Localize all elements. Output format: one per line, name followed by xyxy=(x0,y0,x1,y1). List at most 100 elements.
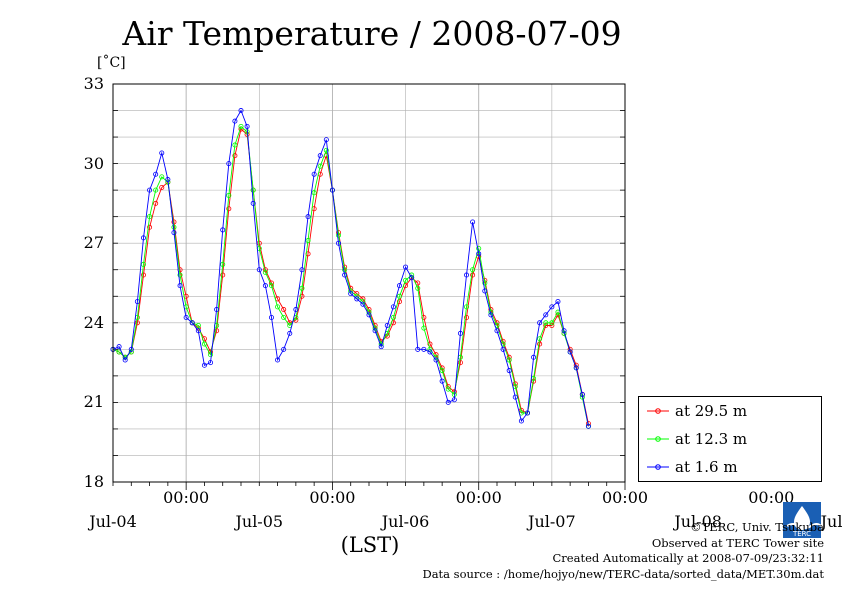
data-point xyxy=(287,330,293,336)
data-point xyxy=(250,200,256,206)
data-point xyxy=(360,301,366,307)
data-point xyxy=(482,288,488,294)
data-point xyxy=(445,386,451,392)
data-point xyxy=(232,153,238,159)
data-point xyxy=(195,322,201,328)
data-point xyxy=(262,283,268,289)
data-point xyxy=(238,123,244,129)
x-date-label: Jul-07 xyxy=(528,512,576,531)
series-line xyxy=(112,128,589,424)
data-point xyxy=(226,161,232,167)
data-point xyxy=(329,187,335,193)
data-point xyxy=(464,272,470,278)
data-point xyxy=(220,227,226,233)
data-point xyxy=(201,362,207,368)
legend-marker-icon xyxy=(647,408,669,414)
data-point xyxy=(147,214,153,220)
data-point xyxy=(372,328,378,334)
data-point xyxy=(543,312,549,318)
y-tick-label: 18 xyxy=(83,472,104,491)
data-point xyxy=(299,267,305,273)
data-point xyxy=(415,285,421,291)
data-point xyxy=(464,304,470,310)
data-point xyxy=(281,307,287,313)
data-point xyxy=(299,285,305,291)
data-point xyxy=(244,123,250,129)
x-date-label: Jul-06 xyxy=(381,512,430,531)
x-time-label: 00:00 xyxy=(163,488,210,507)
data-point xyxy=(140,272,146,278)
data-point xyxy=(232,118,238,124)
data-point xyxy=(549,320,555,326)
data-point xyxy=(201,341,207,347)
data-point xyxy=(482,280,488,286)
data-point xyxy=(366,312,372,318)
created-text: Created Automatically at 2008-07-09/23:3… xyxy=(552,551,825,565)
data-point xyxy=(390,304,396,310)
x-date-label: Jul-09 xyxy=(820,512,842,531)
data-point xyxy=(561,328,567,334)
data-point xyxy=(220,261,226,267)
plot-frame xyxy=(112,83,626,483)
source-text: Data source : /home/hojyo/new/TERC-data/… xyxy=(422,566,824,581)
data-point xyxy=(555,299,561,305)
data-point xyxy=(549,304,555,310)
data-point xyxy=(171,230,177,236)
data-point xyxy=(189,320,195,326)
data-point xyxy=(153,171,159,177)
logo-text: TERC xyxy=(792,530,811,538)
data-point xyxy=(409,275,415,281)
data-point xyxy=(470,267,476,273)
x-date-label: Jul-04 xyxy=(89,512,137,531)
data-point xyxy=(232,142,238,148)
data-point xyxy=(208,360,214,366)
data-point xyxy=(262,269,268,275)
data-point xyxy=(476,246,482,252)
y-tick-label: 30 xyxy=(83,153,104,173)
data-point xyxy=(439,378,445,384)
data-point xyxy=(470,272,476,278)
data-point xyxy=(140,235,146,241)
y-tick-label: 27 xyxy=(83,233,104,253)
data-point xyxy=(220,272,226,278)
data-point xyxy=(226,206,232,212)
x-axis-label: (LST) xyxy=(340,533,400,557)
chart-title: Air Temperature / 2008-07-09 xyxy=(122,14,622,53)
data-point xyxy=(421,346,427,352)
data-point xyxy=(268,314,274,320)
data-point xyxy=(378,344,384,350)
y-tick-label: 33 xyxy=(83,74,104,93)
data-point xyxy=(153,200,159,206)
data-point xyxy=(250,187,256,193)
terc-logo-icon: TERC xyxy=(783,502,821,538)
legend-item: at 29.5 m xyxy=(645,401,747,421)
data-point xyxy=(317,163,323,169)
data-point xyxy=(384,322,390,328)
x-time-label: 00:00 xyxy=(601,488,649,507)
data-point xyxy=(323,137,329,143)
legend-label: at 29.5 m xyxy=(675,402,748,420)
data-point xyxy=(537,320,543,326)
data-point xyxy=(506,357,512,363)
data-point xyxy=(134,320,140,326)
data-point xyxy=(451,397,457,403)
legend: at 29.5 m at 12.3 m at 1.6 m xyxy=(638,396,822,482)
legend-marker-icon xyxy=(647,436,669,442)
data-point xyxy=(488,312,494,318)
data-point xyxy=(238,108,244,114)
data-point xyxy=(421,325,427,331)
series-at-12-3-m xyxy=(110,123,591,429)
data-point xyxy=(512,394,518,400)
data-point xyxy=(348,291,354,297)
series-line xyxy=(112,109,589,427)
series-at-1-6-m xyxy=(110,108,591,429)
data-point xyxy=(177,283,183,289)
data-point xyxy=(323,147,329,153)
data-point xyxy=(147,224,153,230)
data-point xyxy=(537,341,543,347)
data-point xyxy=(427,346,433,352)
data-point xyxy=(183,314,189,320)
data-point xyxy=(305,214,311,220)
legend-item: at 12.3 m xyxy=(645,429,747,449)
